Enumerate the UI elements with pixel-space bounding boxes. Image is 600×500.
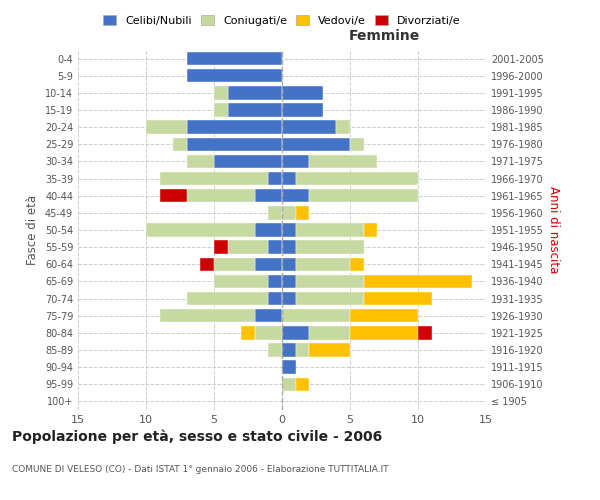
Bar: [296, 292, 364, 306]
Bar: [282, 360, 296, 374]
Bar: [187, 69, 282, 82]
Bar: [160, 172, 268, 186]
Bar: [241, 326, 255, 340]
Bar: [268, 240, 282, 254]
Bar: [255, 224, 282, 236]
Bar: [214, 240, 227, 254]
Bar: [282, 138, 350, 151]
Bar: [268, 344, 282, 356]
Bar: [227, 104, 282, 117]
Bar: [268, 292, 282, 306]
Bar: [309, 154, 377, 168]
Bar: [282, 292, 296, 306]
Bar: [146, 224, 255, 236]
Bar: [214, 104, 227, 117]
Bar: [418, 326, 431, 340]
Bar: [282, 86, 323, 100]
Bar: [296, 206, 309, 220]
Y-axis label: Fasce di età: Fasce di età: [26, 195, 39, 265]
Bar: [255, 309, 282, 322]
Bar: [187, 120, 282, 134]
Bar: [309, 344, 350, 356]
Y-axis label: Anni di nascita: Anni di nascita: [547, 186, 560, 274]
Bar: [282, 172, 296, 186]
Bar: [282, 120, 337, 134]
Legend: Celibi/Nubili, Coniugati/e, Vedovi/e, Divorziati/e: Celibi/Nubili, Coniugati/e, Vedovi/e, Di…: [99, 10, 465, 30]
Bar: [187, 292, 268, 306]
Bar: [160, 189, 187, 202]
Bar: [350, 258, 364, 271]
Bar: [146, 120, 187, 134]
Bar: [214, 154, 282, 168]
Bar: [227, 86, 282, 100]
Bar: [187, 52, 282, 66]
Bar: [364, 274, 472, 288]
Bar: [282, 258, 296, 271]
Text: Popolazione per età, sesso e stato civile - 2006: Popolazione per età, sesso e stato civil…: [12, 430, 382, 444]
Bar: [160, 309, 255, 322]
Bar: [187, 154, 214, 168]
Bar: [200, 258, 214, 271]
Bar: [255, 326, 282, 340]
Bar: [296, 258, 350, 271]
Bar: [214, 274, 268, 288]
Bar: [309, 326, 350, 340]
Bar: [296, 224, 364, 236]
Bar: [296, 344, 309, 356]
Bar: [296, 274, 364, 288]
Bar: [296, 378, 309, 391]
Bar: [364, 224, 377, 236]
Bar: [296, 172, 418, 186]
Bar: [282, 344, 296, 356]
Bar: [187, 189, 255, 202]
Bar: [282, 240, 296, 254]
Text: COMUNE DI VELESO (CO) - Dati ISTAT 1° gennaio 2006 - Elaborazione TUTTITALIA.IT: COMUNE DI VELESO (CO) - Dati ISTAT 1° ge…: [12, 465, 389, 474]
Bar: [268, 274, 282, 288]
Bar: [214, 86, 227, 100]
Bar: [296, 240, 364, 254]
Bar: [268, 206, 282, 220]
Bar: [255, 258, 282, 271]
Bar: [282, 274, 296, 288]
Bar: [350, 326, 418, 340]
Text: Femmine: Femmine: [349, 29, 419, 43]
Bar: [282, 378, 296, 391]
Bar: [282, 189, 309, 202]
Bar: [282, 326, 309, 340]
Bar: [282, 206, 296, 220]
Bar: [282, 154, 309, 168]
Bar: [350, 138, 364, 151]
Bar: [187, 138, 282, 151]
Bar: [227, 240, 268, 254]
Bar: [364, 292, 431, 306]
Bar: [282, 224, 296, 236]
Bar: [173, 138, 187, 151]
Bar: [337, 120, 350, 134]
Bar: [282, 309, 350, 322]
Bar: [282, 104, 323, 117]
Bar: [268, 172, 282, 186]
Bar: [255, 189, 282, 202]
Bar: [214, 258, 255, 271]
Bar: [309, 189, 418, 202]
Bar: [350, 309, 418, 322]
